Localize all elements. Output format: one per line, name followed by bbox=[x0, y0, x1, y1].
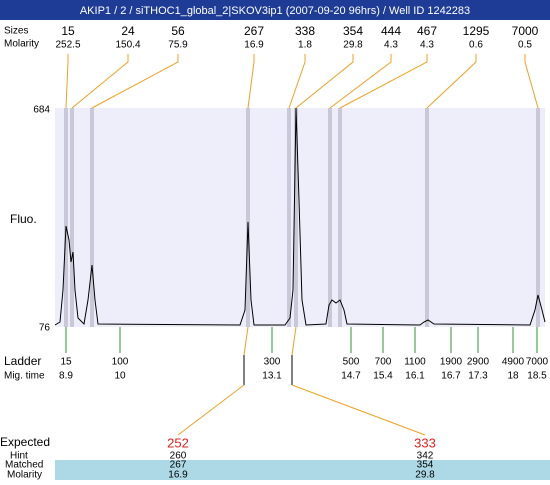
peak-size: 444 bbox=[381, 24, 401, 38]
hint-label: Hint bbox=[10, 451, 28, 462]
trace bbox=[54, 107, 546, 326]
peak-band bbox=[425, 108, 429, 327]
peak-molarity: 4.3 bbox=[420, 40, 434, 51]
peak-connector bbox=[295, 54, 354, 109]
ladder-time: 16.1 bbox=[405, 371, 425, 382]
peak-molarity: 16.9 bbox=[244, 40, 264, 51]
y-top-label: 684 bbox=[33, 105, 50, 116]
peak-molarity: 252.5 bbox=[55, 40, 80, 51]
expected-connector bbox=[177, 384, 245, 436]
y-bottom-label: 76 bbox=[39, 323, 51, 334]
peak-connector bbox=[329, 54, 392, 109]
peak-size: 467 bbox=[417, 24, 437, 38]
peak-size: 24 bbox=[121, 24, 135, 38]
peak-size: 56 bbox=[171, 24, 185, 38]
peak-band bbox=[246, 108, 250, 327]
expected-connector bbox=[243, 326, 249, 356]
peak-connector bbox=[339, 54, 428, 109]
peak-connector bbox=[524, 54, 539, 109]
title: AKIP1 / 2 / siTHOC1_global_2|SKOV3ip1 (2… bbox=[80, 5, 470, 17]
ladder-time: 14.7 bbox=[341, 371, 361, 382]
peak-connector bbox=[288, 54, 306, 109]
size-row-label: Sizes bbox=[4, 26, 28, 37]
expected-size: 333 bbox=[414, 435, 436, 450]
ladder-size: 300 bbox=[264, 357, 281, 368]
ladder-size: 7000 bbox=[526, 357, 549, 368]
peak-band bbox=[90, 108, 94, 327]
ladder-size: 500 bbox=[343, 357, 360, 368]
peak-size: 267 bbox=[244, 24, 264, 38]
ladder-time: 15.4 bbox=[373, 371, 393, 382]
ladder-size: 100 bbox=[112, 357, 129, 368]
peak-connector bbox=[247, 54, 255, 109]
expected-molarity-label: Molarity bbox=[7, 470, 42, 480]
peak-size: 15 bbox=[61, 24, 75, 38]
peak-size: 7000 bbox=[512, 24, 539, 38]
ladder-time: 18 bbox=[507, 371, 519, 382]
matched-molarity: 29.8 bbox=[415, 470, 435, 480]
expected-connector bbox=[291, 384, 426, 436]
ladder-label: Ladder bbox=[4, 354, 41, 368]
peak-size: 354 bbox=[343, 24, 363, 38]
matched-size: 354 bbox=[417, 460, 434, 471]
peak-molarity: 1.8 bbox=[298, 40, 312, 51]
peak-band bbox=[294, 108, 298, 327]
ladder-time: 17.3 bbox=[468, 371, 488, 382]
peak-size: 338 bbox=[295, 24, 315, 38]
ladder-size: 700 bbox=[375, 357, 392, 368]
peak-band bbox=[536, 108, 540, 327]
expected-size: 252 bbox=[167, 435, 189, 450]
matched-label: Matched bbox=[5, 460, 43, 471]
matched-size: 267 bbox=[170, 460, 187, 471]
peak-band bbox=[328, 108, 332, 327]
y-axis-label: Fluo. bbox=[10, 212, 37, 226]
peak-connector bbox=[426, 54, 477, 109]
molarity-row bbox=[55, 470, 550, 480]
peak-band bbox=[338, 108, 342, 327]
peak-band bbox=[70, 108, 74, 327]
matched-row bbox=[55, 460, 550, 470]
peak-size: 1295 bbox=[463, 24, 490, 38]
molarity-row-label: Molarity bbox=[4, 39, 39, 50]
peak-connector bbox=[91, 54, 179, 109]
ladder-time: 10 bbox=[114, 371, 126, 382]
mig-time-label: Mig. time bbox=[4, 371, 45, 382]
expected-label: Expected bbox=[0, 435, 50, 449]
peak-connector bbox=[71, 54, 129, 109]
peak-molarity: 0.6 bbox=[469, 40, 483, 51]
peak-molarity: 0.5 bbox=[518, 40, 532, 51]
peak-band bbox=[287, 108, 291, 327]
expected-connector bbox=[291, 326, 297, 356]
hint-size: 260 bbox=[170, 451, 187, 462]
ladder-size: 1900 bbox=[440, 357, 463, 368]
ladder-size: 2900 bbox=[467, 357, 490, 368]
peak-molarity: 4.3 bbox=[384, 40, 398, 51]
ladder-size: 15 bbox=[60, 357, 72, 368]
peak-molarity: 150.4 bbox=[115, 40, 140, 51]
ladder-time: 13.1 bbox=[262, 371, 282, 382]
matched-molarity: 16.9 bbox=[168, 470, 188, 480]
ladder-time: 16.7 bbox=[441, 371, 461, 382]
ladder-size: 4900 bbox=[502, 357, 525, 368]
ladder-time: 18.5 bbox=[527, 371, 547, 382]
ladder-time: 8.9 bbox=[59, 371, 73, 382]
peak-band bbox=[64, 108, 68, 327]
peak-molarity: 29.8 bbox=[343, 40, 363, 51]
title-bar bbox=[0, 0, 550, 20]
ladder-size: 1100 bbox=[404, 357, 426, 368]
peak-connector bbox=[65, 54, 69, 109]
peak-molarity: 75.9 bbox=[168, 40, 188, 51]
hint-size: 342 bbox=[417, 451, 434, 462]
